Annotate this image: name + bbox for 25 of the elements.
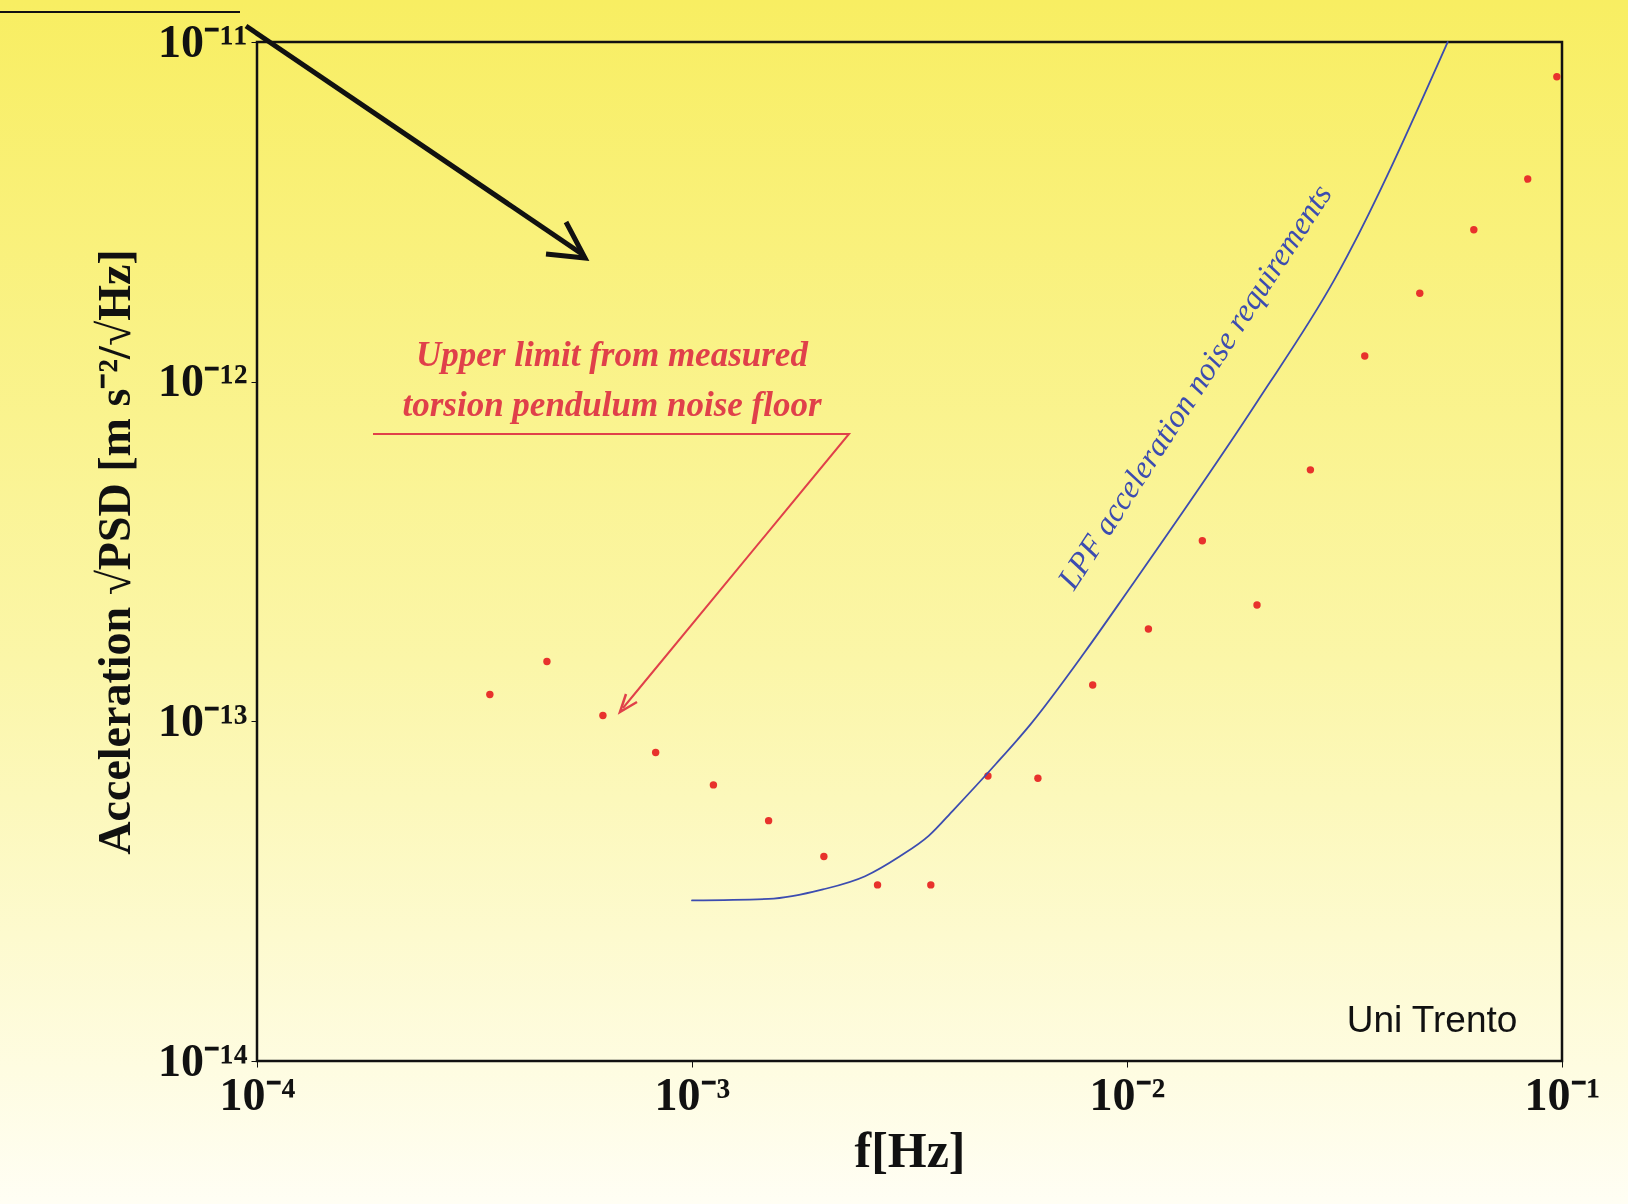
point	[1253, 601, 1261, 609]
point	[1306, 466, 1315, 474]
point	[1034, 774, 1042, 782]
point	[1198, 537, 1207, 545]
point	[709, 781, 718, 789]
y-tick-label: 10⁻¹¹	[157, 15, 248, 67]
y-tick-label: 10⁻¹³	[157, 694, 248, 746]
point	[599, 711, 607, 720]
point	[873, 881, 882, 889]
y-tick-label: 10⁻¹²	[157, 355, 248, 407]
annotation: Uni Trento	[1346, 999, 1518, 1040]
point	[1361, 352, 1369, 360]
point	[1524, 175, 1532, 183]
x-axis-title: f[Hz]	[854, 1121, 966, 1178]
point	[1144, 625, 1153, 633]
x-tick-label: 10⁻³	[654, 1068, 731, 1120]
point	[1089, 681, 1097, 689]
x-tick-label: 10⁻¹	[1524, 1068, 1601, 1120]
y-axis-title: Acceleration √PSD [m s⁻²/√Hz]	[88, 249, 140, 855]
point	[927, 881, 935, 889]
annotation: Upper limit from measured torsion pendulum noise floor	[402, 335, 822, 424]
point	[764, 816, 773, 825]
point	[1470, 226, 1478, 234]
x-tick-label: 10⁻²	[1089, 1068, 1166, 1120]
point	[1416, 289, 1424, 298]
